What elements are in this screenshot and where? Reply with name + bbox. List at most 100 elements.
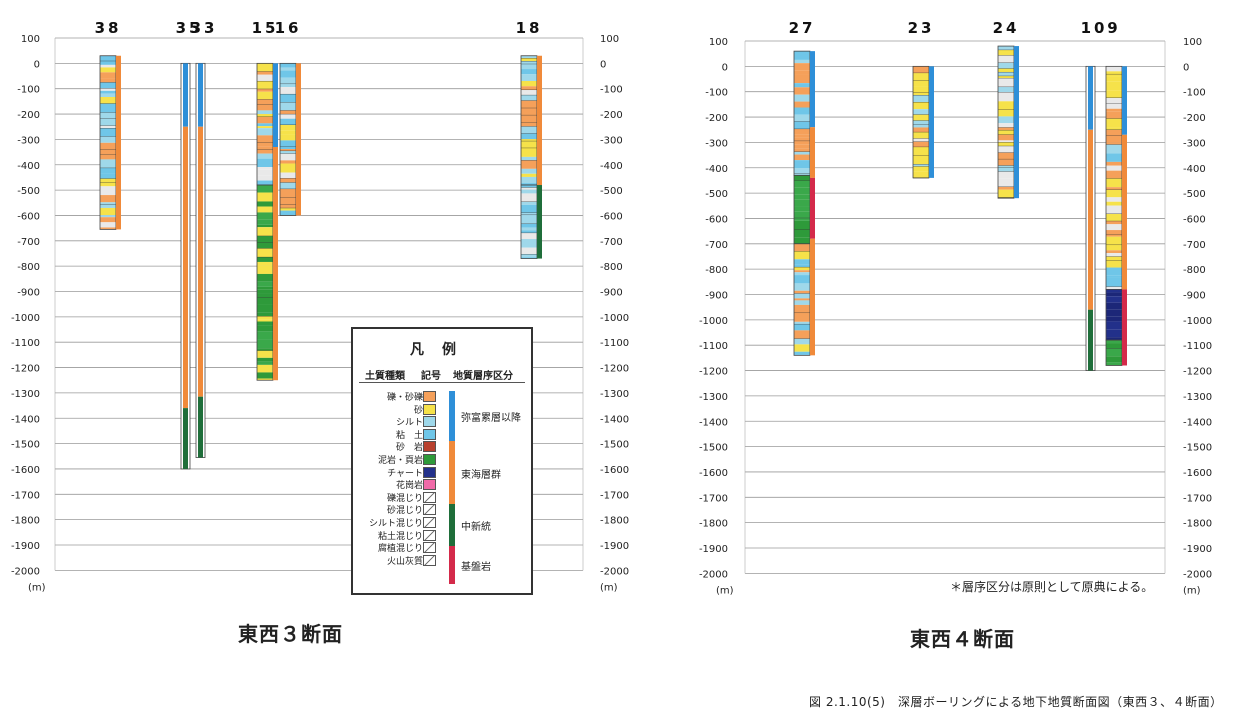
tick-label-left: -1200 (699, 367, 728, 378)
tick-label-left: -100 (705, 88, 728, 99)
soil-layer (998, 171, 1014, 179)
tick-label-right: -100 (1183, 88, 1206, 99)
soil-layer (521, 168, 537, 174)
soil-layer (257, 180, 273, 186)
soil-layer (100, 64, 116, 68)
soil-layer (521, 197, 537, 202)
soil-layer (257, 372, 273, 379)
tick-label-left: -900 (705, 291, 728, 302)
soil-layer (100, 72, 116, 79)
legend-strata-bar (449, 504, 455, 546)
soil-layer (257, 114, 273, 117)
soil-layer (794, 344, 810, 352)
soil-layer (913, 80, 929, 87)
soil-layer (794, 338, 810, 345)
tick-label-right: -1500 (1183, 443, 1212, 454)
tick-label-right: -1800 (600, 516, 629, 527)
soil-layer (1106, 108, 1122, 112)
soil-layer (521, 90, 537, 96)
soil-layer (521, 176, 537, 184)
soil-layer (521, 212, 537, 216)
soil-layer (257, 74, 273, 82)
soil-layer (794, 59, 810, 64)
legend-soil-label: 砂 岩 (395, 443, 423, 454)
soil-layer (1106, 153, 1122, 162)
soil-layer (794, 351, 810, 355)
soil-layer (1106, 286, 1122, 290)
soil-layer (100, 186, 116, 196)
soil-layer (794, 243, 810, 252)
soil-layer (257, 128, 273, 136)
soil-layer (257, 304, 273, 313)
soil-layer (913, 92, 929, 96)
soil-layer (794, 83, 810, 88)
soil-layer (257, 281, 273, 287)
soil-layer (1106, 309, 1122, 317)
soil-layer (794, 194, 810, 200)
legend-soil-label: 腐植混じり (377, 544, 423, 555)
soil-layer (521, 61, 537, 65)
soil-layer (257, 116, 273, 124)
tick-label-left: -2000 (11, 566, 40, 577)
tick-label-right: -700 (600, 237, 623, 248)
soil-layer (521, 247, 537, 255)
tick-label-left: -200 (705, 113, 728, 124)
tick-label-right: -1300 (1183, 392, 1212, 403)
soil-layer (100, 82, 116, 89)
soil-layer (257, 261, 273, 266)
unit-label-left: (m) (28, 582, 46, 593)
tick-label-right: -2000 (1183, 569, 1212, 580)
soil-layer (100, 118, 116, 126)
soil-layer (913, 73, 929, 81)
soil-layer (100, 125, 116, 129)
soil-layer (794, 63, 810, 71)
soil-layer (1106, 81, 1122, 91)
soil-layer (257, 273, 273, 282)
soil-layer (794, 87, 810, 95)
unit-label-left: (m) (716, 585, 734, 596)
well-label: 10 (1081, 19, 1108, 37)
strata-bar (183, 63, 188, 127)
soil-layer (998, 159, 1014, 166)
soil-layer (998, 46, 1014, 51)
strata-bar (1014, 46, 1019, 199)
tick-label-right: -1700 (600, 490, 629, 501)
soil-layer (257, 331, 273, 340)
soil-layer (1106, 289, 1122, 293)
tick-label-left: -400 (17, 161, 40, 172)
soil-layer (257, 242, 273, 249)
soil-layer (1106, 296, 1122, 303)
stratigraphy-note: ＊層序区分は原則として原典による。 (950, 580, 1154, 594)
soil-layer (257, 206, 273, 213)
soil-layer (1106, 277, 1122, 287)
well-label: 27 (789, 19, 816, 37)
soil-layer (998, 130, 1014, 135)
soil-layer (280, 151, 296, 154)
soil-layer (100, 195, 116, 203)
well-label: 38 (95, 19, 122, 37)
unit-label-right: (m) (1183, 585, 1201, 596)
tick-label-right: -1800 (1183, 519, 1212, 530)
soil-layer (1106, 178, 1122, 188)
soil-layer (257, 293, 273, 298)
legend-header-symbol: 記号 (421, 371, 441, 382)
soil-layer (794, 290, 810, 294)
tick-label-right: -1000 (600, 313, 629, 324)
tick-label-right: -300 (600, 135, 623, 146)
soil-layer (1106, 236, 1122, 246)
soil-layer (1106, 129, 1122, 136)
soil-layer (257, 357, 273, 362)
legend-soil-label: 礫混じり (386, 493, 423, 504)
soil-layer (1106, 267, 1122, 276)
strata-bar (1122, 134, 1127, 290)
legend-soil-label: シルト混じり (368, 519, 423, 529)
tick-label-left: 100 (709, 37, 728, 48)
strata-bar (1122, 66, 1127, 135)
legend-strata-label: 弥富累層以降 (461, 413, 521, 424)
soil-layer (913, 86, 929, 93)
tick-label-right: 0 (1183, 62, 1189, 73)
strata-bar (810, 238, 815, 356)
tick-label-left: -1800 (11, 516, 40, 527)
soil-layer (913, 120, 929, 125)
soil-layer (998, 152, 1014, 160)
